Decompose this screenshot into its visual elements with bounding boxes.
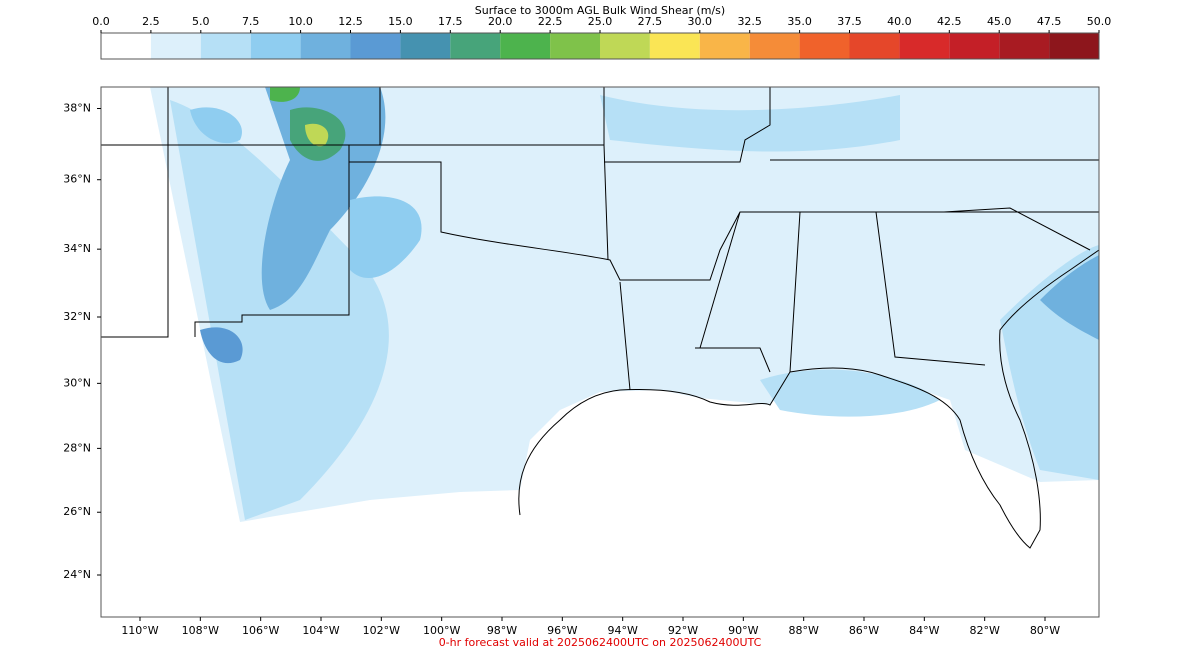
colorbar-tick-label: 37.5	[837, 15, 862, 28]
lon-label: 84°W	[909, 624, 939, 637]
colorbar-bin	[500, 33, 551, 59]
borders	[101, 87, 1100, 549]
lon-label: 82°W	[969, 624, 999, 637]
colorbar-bin	[150, 33, 201, 59]
colorbar-tick-label: 25.0	[588, 15, 613, 28]
colorbar-bin	[999, 33, 1050, 59]
colorbar-tick-label: 40.0	[887, 15, 912, 28]
colorbar-tick-label: 12.5	[338, 15, 363, 28]
lon-label: 106°W	[242, 624, 279, 637]
colorbar-bin	[550, 33, 600, 59]
colorbar-bin	[101, 33, 151, 59]
colorbar-tick-label: 22.5	[538, 15, 563, 28]
colorbar-bin	[200, 33, 251, 59]
colorbar-bin	[649, 33, 700, 59]
colorbar-bin	[250, 33, 301, 59]
lon-label: 94°W	[607, 624, 637, 637]
lon-label: 98°W	[487, 624, 517, 637]
colorbar-tick-label: 10.0	[288, 15, 313, 28]
lat-label: 26°N	[63, 505, 91, 518]
lon-label: 102°W	[363, 624, 400, 637]
lon-label: 90°W	[728, 624, 758, 637]
lat-label: 24°N	[63, 568, 91, 581]
colorbar-bin	[799, 33, 850, 59]
colorbar-tick-label: 47.5	[1037, 15, 1062, 28]
lon-label: 88°W	[788, 624, 818, 637]
map-frame	[100, 86, 1100, 618]
colorbar-tick-label: 15.0	[388, 15, 413, 28]
colorbar-bin	[450, 33, 501, 59]
lon-label: 80°W	[1030, 624, 1060, 637]
colorbar-tick-label: 45.0	[987, 15, 1012, 28]
lon-label: 104°W	[302, 624, 339, 637]
colorbar-bin	[749, 33, 800, 59]
colorbar-bin	[699, 33, 750, 59]
colorbar-tick-label: 50.0	[1087, 15, 1112, 28]
lon-label: 96°W	[547, 624, 577, 637]
lat-label: 28°N	[63, 441, 91, 454]
colorbar-tick-label: 27.5	[638, 15, 663, 28]
colorbar-tick-label: 32.5	[737, 15, 762, 28]
colorbar-title: Surface to 3000m AGL Bulk Wind Shear (m/…	[475, 4, 725, 17]
lon-label: 92°W	[668, 624, 698, 637]
lat-label: 32°N	[63, 310, 91, 323]
lon-label: 108°W	[182, 624, 219, 637]
map-field	[150, 87, 1099, 522]
colorbar-tick-label: 5.0	[192, 15, 210, 28]
colorbar-tick-label: 20.0	[488, 15, 513, 28]
colorbar-bin	[600, 33, 650, 59]
colorbar-tick-label: 30.0	[688, 15, 713, 28]
colorbar-bin	[899, 33, 950, 59]
lat-label: 34°N	[63, 242, 91, 255]
colorbar-tick-label: 0.0	[92, 15, 110, 28]
colorbar-tick-label: 17.5	[438, 15, 463, 28]
lon-label: 100°W	[423, 624, 460, 637]
colorbar-tick-label: 35.0	[787, 15, 812, 28]
lat-label: 36°N	[63, 173, 91, 186]
colorbar-tick-label: 42.5	[937, 15, 962, 28]
colorbar-tick-label: 2.5	[142, 15, 160, 28]
lon-label: 86°W	[849, 624, 879, 637]
colorbar-tick-label: 7.5	[242, 15, 260, 28]
lat-label: 38°N	[63, 101, 91, 114]
colorbar-bin	[949, 33, 1000, 59]
colorbar-bin	[849, 33, 900, 59]
colorbar-bin	[300, 33, 351, 59]
colorbar-bin	[1049, 33, 1099, 59]
footer: 0-hr forecast valid at 2025062400UTC on …	[439, 636, 762, 649]
colorbar-bin	[350, 33, 401, 59]
colorbar-bin	[400, 33, 451, 59]
lon-label: 110°W	[121, 624, 158, 637]
lat-label: 30°N	[63, 376, 91, 389]
